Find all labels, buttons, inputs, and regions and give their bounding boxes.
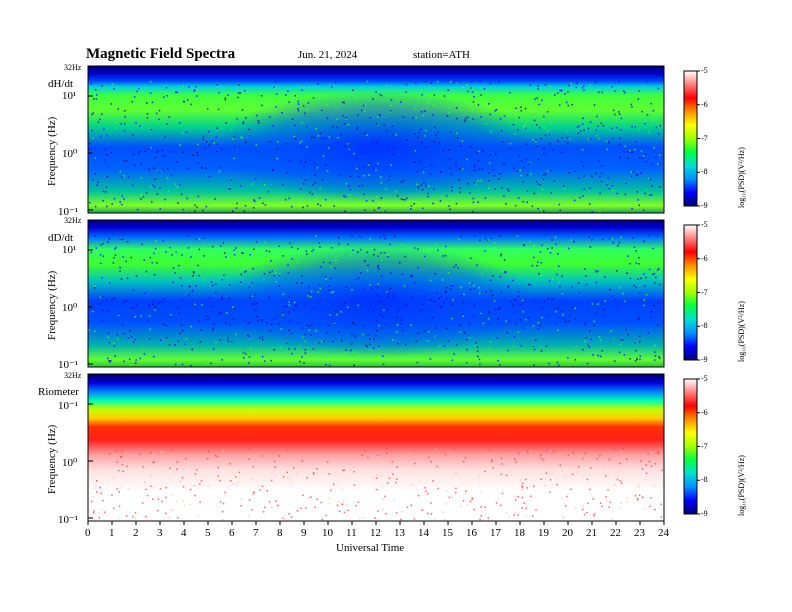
quiet-band-1 (214, 90, 538, 203)
x-axis-title: Universal Time (336, 542, 405, 554)
x-tick-label: 20 (562, 527, 573, 539)
colorbar-tick-1-3: -8 (701, 167, 708, 177)
ylabel-p2: Frequency (Hz) (46, 270, 58, 340)
ytick-p1-0: 10¹ (62, 90, 77, 102)
x-tick-label: 11 (346, 527, 357, 539)
ytick-p2-0: 10¹ (62, 244, 77, 256)
x-tick-label: 9 (301, 527, 307, 539)
panel-label-dhdt: dH/dt (48, 78, 74, 90)
x-tick-label: 1 (109, 527, 115, 539)
date-label: Jun. 21, 2024 (298, 49, 358, 61)
x-tick-label: 7 (253, 527, 259, 539)
ytick-p3-1: 10⁰ (62, 457, 78, 469)
x-tick-label: 22 (610, 527, 621, 539)
spectrogram-panel-3 (88, 374, 664, 521)
colorbar-1 (683, 70, 698, 207)
ytick-p1-2: 10⁻¹ (58, 206, 79, 218)
colorbar-tick-3-3: -8 (701, 475, 708, 485)
ytick-p2-2: 10⁻¹ (58, 359, 79, 371)
colorbar-tick-1-4: -9 (701, 201, 708, 210)
colorbar-tick-1-1: -6 (701, 99, 708, 109)
x-tick-label: 2 (133, 527, 139, 539)
ytick-p3-0: 10⁻¹ (58, 400, 79, 412)
colorbar-label-1: log₁₀(PSD)(V²/Hz) (737, 147, 746, 208)
x-tick-label: 14 (418, 527, 429, 539)
ytick-p1-1: 10⁰ (62, 148, 78, 160)
x-tick-label: 17 (490, 527, 501, 539)
panel-frame-2 (87, 219, 665, 368)
panel-frame-1 (87, 65, 665, 214)
colorbar-label-2: log₁₀(PSD)(V²/Hz) (737, 301, 746, 362)
x-tick-label: 8 (277, 527, 283, 539)
colorbar-2 (683, 224, 698, 361)
x-tick-label: 0 (85, 527, 91, 539)
colorbar-tick-2-0: -5 (701, 220, 708, 229)
x-tick-label: 16 (466, 527, 477, 539)
panel-label-dddt: dD/dt (48, 232, 74, 244)
x-tick-label: 19 (538, 527, 549, 539)
x-tick-label: 13 (394, 527, 405, 539)
colorbar-3 (683, 378, 698, 515)
colorbar-tick-2-4: -9 (701, 355, 708, 364)
x-tick-label: 23 (634, 527, 645, 539)
speckle-layer-2 (88, 234, 661, 367)
colorbar-tick-2-2: -7 (701, 287, 708, 297)
colorbar-tick-3-1: -6 (701, 407, 708, 417)
x-tick-label: 10 (322, 527, 333, 539)
x-tick-label: 15 (442, 527, 453, 539)
top-freq-label-3: 32Hz (64, 371, 82, 380)
ylabel-p3: Frequency (Hz) (46, 424, 58, 494)
x-tick-label: 24 (658, 527, 669, 539)
colorbar-tick-2-3: -8 (701, 321, 708, 331)
x-tick-label: 21 (586, 527, 597, 539)
colorbar-tick-3-4: -9 (701, 509, 708, 518)
speckle-layer-1 (89, 80, 661, 213)
colorbar-tick-1-0: -5 (701, 66, 708, 75)
panel-label-riometer: Riometer (38, 386, 79, 398)
x-tick-label: 3 (157, 527, 163, 539)
colorbar-label-3: log₁₀(PSD)(V²/Hz) (737, 455, 746, 516)
x-tick-label: 6 (229, 527, 235, 539)
colorbar-tick-1-2: -7 (701, 133, 708, 143)
colorbar-tick-2-1: -6 (701, 253, 708, 263)
station-label: station=ATH (413, 49, 470, 61)
ylabel-p1: Frequency (Hz) (46, 116, 58, 186)
x-tick-label: 18 (514, 527, 525, 539)
quiet-band-2 (214, 244, 538, 357)
ytick-p2-1: 10⁰ (62, 302, 78, 314)
ytick-p3-2: 10⁻¹ (58, 514, 79, 526)
top-freq-label-2: 32Hz (64, 216, 82, 225)
x-tick-label: 4 (181, 527, 187, 539)
speckle-layer-3 (89, 447, 663, 521)
chart-title: Magnetic Field Spectra (86, 46, 236, 62)
x-tick-label: 5 (205, 527, 211, 539)
colorbar-tick-3-2: -7 (701, 441, 708, 451)
colorbar-tick-3-0: -5 (701, 374, 708, 383)
top-freq-label-1: 32Hz (64, 63, 82, 72)
x-tick-label: 12 (370, 527, 381, 539)
